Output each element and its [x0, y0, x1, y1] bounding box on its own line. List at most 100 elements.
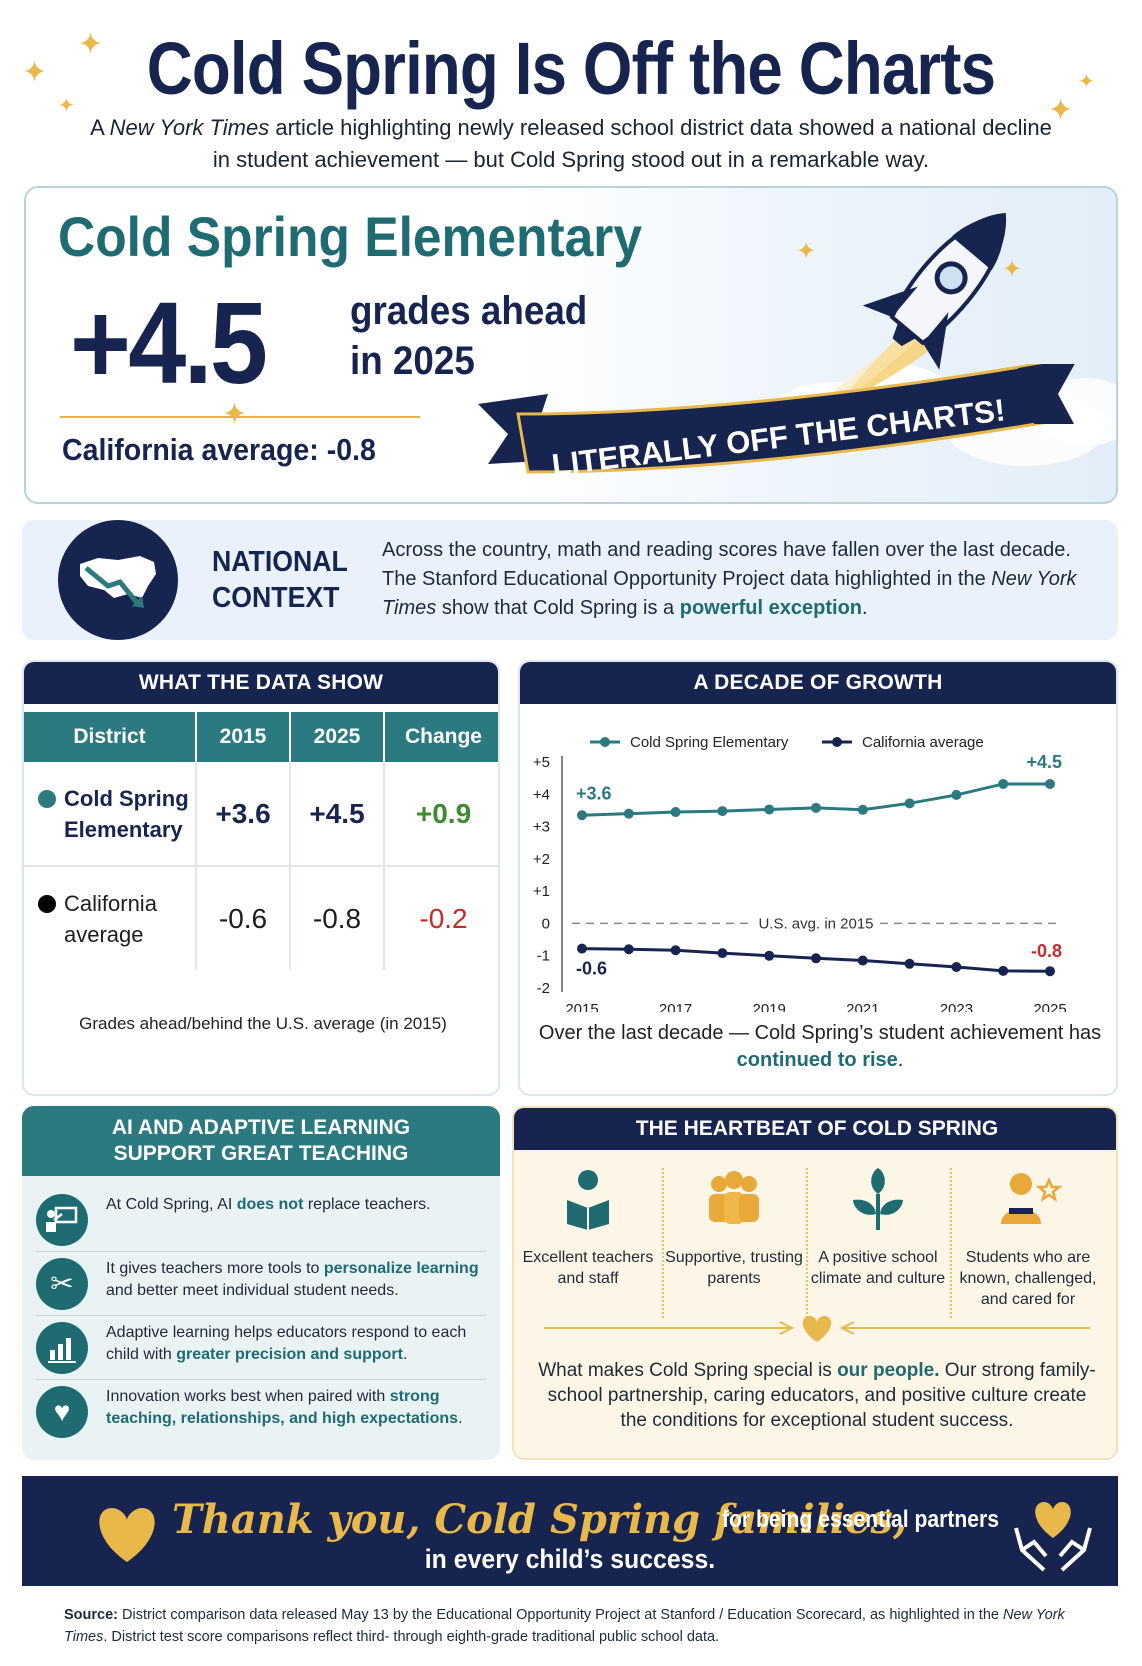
- y-tick-label: -1: [537, 948, 550, 965]
- y-tick-label: +3: [533, 819, 550, 836]
- value-2015: -0.6: [196, 866, 291, 970]
- data-point: [998, 965, 1009, 976]
- district-name: Elementary: [64, 816, 183, 842]
- y-tick-label: 0: [542, 915, 550, 932]
- data-point: [857, 955, 868, 966]
- reference-label-bg: [754, 912, 878, 933]
- data-label: -0.6: [576, 959, 607, 979]
- context-heading-line: CONTEXT: [212, 582, 340, 614]
- growth-card-heading: A DECADE OF GROWTH: [520, 662, 1116, 704]
- sparkle-icon: ✦: [222, 398, 248, 431]
- sparkle-icon: ✦: [796, 238, 817, 265]
- grades-ahead-line: grades ahead: [350, 289, 588, 333]
- pillar-divider: [662, 1168, 664, 1318]
- sparkle-icon: ✦: [1048, 94, 1074, 127]
- ai-text-part: and better meet individual student needs…: [106, 1282, 399, 1299]
- source-label: Source:: [64, 1607, 118, 1623]
- off-the-charts-banner: LITERALLY OFF THE CHARTS!: [478, 364, 1075, 483]
- data-point: [904, 958, 915, 969]
- pillar-teachers: Excellent teachers and staff: [518, 1164, 658, 1289]
- context-heading: NATIONAL CONTEXT: [212, 544, 359, 616]
- data-table: District 2015 2025 Change Cold Spring El…: [24, 712, 498, 970]
- pillar-parents: Supportive, trusting parents: [664, 1164, 804, 1289]
- district-name: California: [64, 890, 157, 916]
- caption-highlight: continued to rise: [736, 1049, 898, 1071]
- ai-list-item: Adaptive learning helps educators respon…: [36, 1318, 486, 1380]
- ai-text-part: .: [458, 1410, 463, 1427]
- value-2025: +4.5: [290, 762, 385, 867]
- ai-item-text: It gives teachers more tools to personal…: [106, 1258, 482, 1302]
- x-tick-label: 2021: [846, 1001, 879, 1012]
- x-tick-label: 2025: [1033, 1001, 1066, 1012]
- data-label: +4.5: [1026, 752, 1062, 772]
- y-tick-label: +5: [533, 754, 550, 771]
- data-point: [1045, 778, 1055, 789]
- context-publication: New York Times: [382, 568, 1077, 619]
- us-map-decline-icon: [58, 520, 178, 640]
- heartbeat-text-part: What makes Cold Spring special is: [538, 1360, 838, 1381]
- thank-you-text: for being essential partners: [722, 1506, 999, 1533]
- data-label: -0.8: [1031, 941, 1062, 961]
- thank-you-banner: Thank you, Cold Spring families, for bei…: [22, 1476, 1118, 1586]
- heart-icon: [99, 1508, 155, 1562]
- context-text: Across the country, math and reading sco…: [382, 536, 1082, 623]
- ai-item-text: Adaptive learning helps educators respon…: [106, 1322, 482, 1366]
- heartbeat-card: THE HEARTBEAT OF COLD SPRING Excellent t…: [512, 1106, 1118, 1460]
- source-publication: New York Times: [64, 1607, 1065, 1645]
- pillar-climate: A positive school climate and culture: [808, 1164, 948, 1289]
- data-point: [811, 802, 821, 813]
- district-cell: California average: [24, 866, 197, 970]
- thank-you-script: Thank you, Cold Spring families,: [172, 1496, 907, 1543]
- reading-person-icon: [567, 1170, 609, 1230]
- hero-card: Cold Spring Elementary +4.5 grades ahead…: [24, 186, 1118, 504]
- heartbeat-text-part: Our strong family-school partnership, ca…: [547, 1360, 1096, 1431]
- series-dot: [38, 895, 56, 913]
- sprout-icon: [853, 1168, 903, 1230]
- data-point: [670, 945, 681, 956]
- context-text-part: Across the country, math and reading sco…: [382, 539, 1071, 590]
- data-card: WHAT THE DATA SHOW District 2015 2025 Ch…: [22, 660, 500, 1096]
- heart-icon: ♥: [36, 1386, 88, 1438]
- ai-heading-line: SUPPORT GREAT TEACHING: [113, 1142, 409, 1165]
- district-name: average: [64, 921, 144, 947]
- grades-year-line: in 2025: [350, 339, 475, 383]
- data-point: [577, 943, 587, 954]
- subtitle-text: A: [90, 115, 110, 140]
- data-card-heading: WHAT THE DATA SHOW: [24, 662, 498, 704]
- data-point: [811, 953, 821, 964]
- table-row: California average -0.6 -0.8 -0.2: [24, 866, 498, 970]
- series-dot: [38, 790, 56, 808]
- data-point: [717, 806, 728, 817]
- ai-text-part: It gives teachers more tools to: [106, 1260, 324, 1277]
- data-point: [764, 950, 775, 961]
- ai-text-highlight: greater precision and support: [176, 1346, 403, 1363]
- ai-card: AI AND ADAPTIVE LEARNING SUPPORT GREAT T…: [22, 1106, 500, 1460]
- sparkle-icon: ✦: [58, 95, 75, 117]
- reference-line-label: U.S. avg. in 2015: [758, 915, 873, 932]
- column-header: District: [24, 712, 197, 762]
- data-point: [951, 789, 962, 800]
- sparkle-icon: ✦: [1002, 256, 1023, 283]
- ai-text-highlight: does not: [236, 1196, 304, 1213]
- data-point: [904, 798, 915, 809]
- source-text: District comparison data released May 13…: [118, 1607, 1003, 1623]
- data-point: [1045, 966, 1055, 977]
- divider: [60, 416, 420, 418]
- x-tick-label: 2017: [659, 1001, 692, 1012]
- data-point: [998, 778, 1009, 789]
- data-point: [764, 804, 775, 815]
- grades-ahead-value: +4.5: [70, 278, 268, 408]
- pillar-divider: [950, 1168, 952, 1318]
- subtitle-publication: New York Times: [109, 115, 270, 140]
- subtitle-text: article highlighting newly released scho…: [212, 115, 1052, 172]
- ai-text-part: Adaptive learning helps educators respon…: [106, 1324, 467, 1363]
- source-text: . District test score comparisons reflec…: [103, 1629, 720, 1645]
- heartbeat-text: What makes Cold Spring special is our pe…: [534, 1358, 1100, 1433]
- pillar-label: Supportive, trusting parents: [665, 1249, 803, 1287]
- y-tick-label: -2: [537, 980, 550, 997]
- column-header: 2025: [290, 712, 385, 762]
- data-point: [857, 804, 868, 815]
- ai-text-part: At Cold Spring, AI: [106, 1196, 237, 1213]
- district-name: Cold Spring: [64, 785, 189, 811]
- growth-line-chart: +5 +4 +3 +2 +1 0 -1 -2 2015 2017 2019 2021 2023 2025 U…: [533, 734, 1067, 1012]
